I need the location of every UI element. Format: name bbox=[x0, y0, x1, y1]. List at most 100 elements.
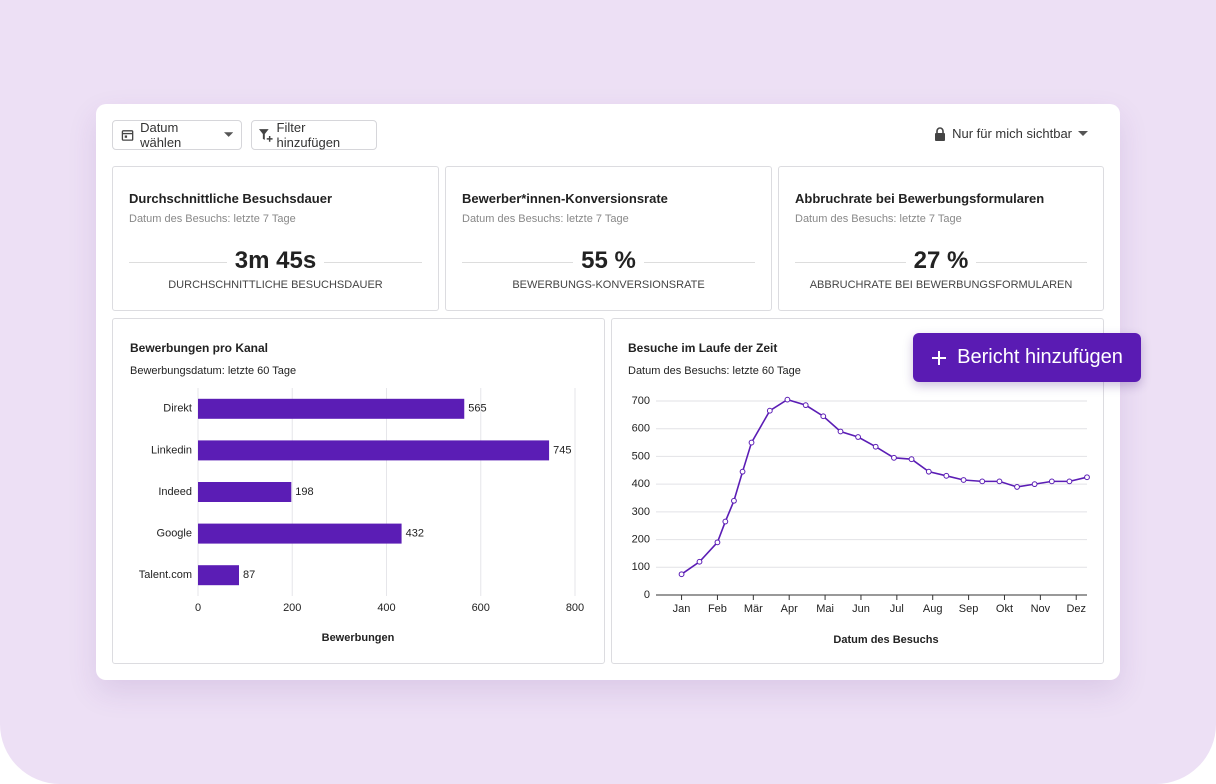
point bbox=[1031, 481, 1038, 488]
point bbox=[784, 396, 791, 403]
x-tick-label: Jun bbox=[852, 603, 870, 615]
x-axis-label: Bewerbungen bbox=[322, 632, 395, 644]
chart-subtitle: Datum des Besuchs: letzte 60 Tage bbox=[628, 365, 801, 377]
y-tick-label: 600 bbox=[632, 423, 650, 435]
data-label: 198 bbox=[295, 486, 313, 498]
x-tick-label: Mär bbox=[744, 603, 763, 615]
point bbox=[960, 477, 967, 483]
x-tick-label: Mai bbox=[816, 603, 834, 615]
calendar-icon bbox=[121, 130, 134, 141]
point bbox=[696, 558, 703, 565]
data-label: 745 bbox=[553, 444, 571, 456]
x-tick-label: Nov bbox=[1031, 603, 1051, 615]
lock-icon bbox=[935, 126, 946, 141]
y-tick-label: 700 bbox=[632, 395, 650, 407]
add-report-label: Bericht hinzufügen bbox=[957, 346, 1123, 368]
bar bbox=[198, 523, 402, 544]
point bbox=[908, 456, 915, 463]
caret bbox=[1078, 130, 1088, 136]
kpi-value: 55 % bbox=[573, 247, 644, 274]
date-button-label: Datum wählen bbox=[140, 120, 182, 150]
x-tick-label: Aug bbox=[923, 603, 943, 615]
point bbox=[996, 478, 1003, 485]
bar bbox=[198, 440, 550, 461]
point bbox=[722, 518, 729, 525]
x-tick-label: 400 bbox=[377, 602, 395, 614]
point bbox=[1014, 484, 1020, 490]
filter-button-label: Filter hinzufügen bbox=[276, 120, 341, 150]
x-tick-label: Okt bbox=[996, 603, 1013, 615]
point bbox=[872, 443, 879, 450]
line bbox=[681, 398, 1088, 575]
filter-icon bbox=[258, 129, 273, 142]
plus-icon bbox=[932, 350, 947, 365]
kpi-subtitle: Datum des Besuchs: letzte 7 Tage bbox=[795, 213, 962, 225]
bar bbox=[198, 482, 292, 502]
point bbox=[678, 571, 685, 578]
kpi-value: 27 % bbox=[905, 247, 977, 274]
x-axis-label: Datum des Besuchs bbox=[833, 634, 938, 646]
y-tick-label: 300 bbox=[632, 506, 650, 518]
point bbox=[820, 413, 827, 420]
point bbox=[837, 428, 844, 435]
x-tick-label: Feb bbox=[708, 603, 727, 615]
point bbox=[855, 434, 861, 440]
point bbox=[1066, 478, 1073, 485]
bar bbox=[198, 398, 465, 419]
date-button[interactable]: Datum wählen bbox=[112, 120, 242, 150]
kpi-card: Bewerber*innen-Konversionsrate Datum des… bbox=[445, 166, 772, 311]
x-tick-label: 200 bbox=[283, 602, 301, 614]
y-tick-label: Direkt bbox=[163, 403, 192, 415]
kpi-title: Abbruchrate bei Bewerbungsformularen bbox=[795, 191, 1045, 206]
kpi-subtitle: Datum des Besuchs: letzte 7 Tage bbox=[462, 213, 629, 225]
point bbox=[714, 539, 721, 546]
kpi-value-row: 55 % bbox=[446, 247, 771, 275]
y-tick-label: Talent.com bbox=[139, 569, 192, 581]
y-tick-label: 0 bbox=[644, 589, 650, 601]
visibility-dropdown[interactable]: Nur für mich sichtbar bbox=[934, 126, 1088, 141]
y-tick-label: 500 bbox=[632, 450, 650, 462]
kpi-value: 3m 45s bbox=[226, 247, 325, 274]
kpi-label: DURCHSCHNITTLICHE BESUCHSDAUER bbox=[168, 279, 383, 291]
x-tick-label: 600 bbox=[472, 602, 490, 614]
point bbox=[979, 478, 986, 485]
data-label: 432 bbox=[406, 528, 424, 540]
point bbox=[802, 402, 809, 409]
y-tick-label: 200 bbox=[632, 533, 650, 545]
kpi-value-row: 3m 45s bbox=[113, 247, 438, 275]
visibility-label: Nur für mich sichtbar bbox=[952, 126, 1072, 141]
kpi-title: Bewerber*innen-Konversionsrate bbox=[462, 191, 668, 206]
add-report-button[interactable]: Bericht hinzufügen bbox=[913, 333, 1141, 382]
kpi-card: Abbruchrate bei Bewerbungsformularen Dat… bbox=[778, 166, 1104, 311]
point bbox=[925, 468, 932, 475]
chart-title: Besuche im Laufe der Zeit bbox=[628, 341, 777, 355]
point bbox=[748, 439, 755, 446]
point bbox=[1048, 478, 1055, 485]
kpi-label: BEWERBUNGS-KONVERSIONSRATE bbox=[512, 279, 705, 291]
y-tick-label: Google bbox=[157, 528, 192, 540]
kpi-title: Durchschnittliche Besuchsdauer bbox=[129, 191, 332, 206]
point bbox=[891, 454, 897, 461]
kpi-label: ABBRUCHRATE BEI BEWERBUNGSFORMULAREN bbox=[809, 279, 1073, 291]
filter-button[interactable]: Filter hinzufügen bbox=[251, 120, 377, 150]
x-tick-label: Jan bbox=[673, 603, 691, 615]
x-tick-label: 800 bbox=[566, 602, 584, 614]
x-tick-label: 0 bbox=[195, 602, 201, 614]
x-tick-label: Apr bbox=[781, 603, 798, 615]
point bbox=[766, 407, 773, 414]
chart-title: Bewerbungen pro Kanal bbox=[130, 341, 268, 355]
point bbox=[731, 497, 737, 504]
point bbox=[1084, 474, 1090, 481]
point bbox=[943, 472, 950, 479]
chart-panel bbox=[112, 318, 605, 664]
data-label: 87 bbox=[243, 569, 255, 581]
y-tick-label: Indeed bbox=[158, 486, 192, 498]
chart-subtitle: Bewerbungsdatum: letzte 60 Tage bbox=[130, 365, 296, 377]
x-tick-label: Sep bbox=[959, 603, 979, 615]
kpi-subtitle: Datum des Besuchs: letzte 7 Tage bbox=[129, 213, 296, 225]
x-tick-label: Jul bbox=[890, 603, 904, 615]
y-tick-label: Linkedin bbox=[151, 444, 192, 456]
kpi-value-row: 27 % bbox=[779, 247, 1103, 275]
